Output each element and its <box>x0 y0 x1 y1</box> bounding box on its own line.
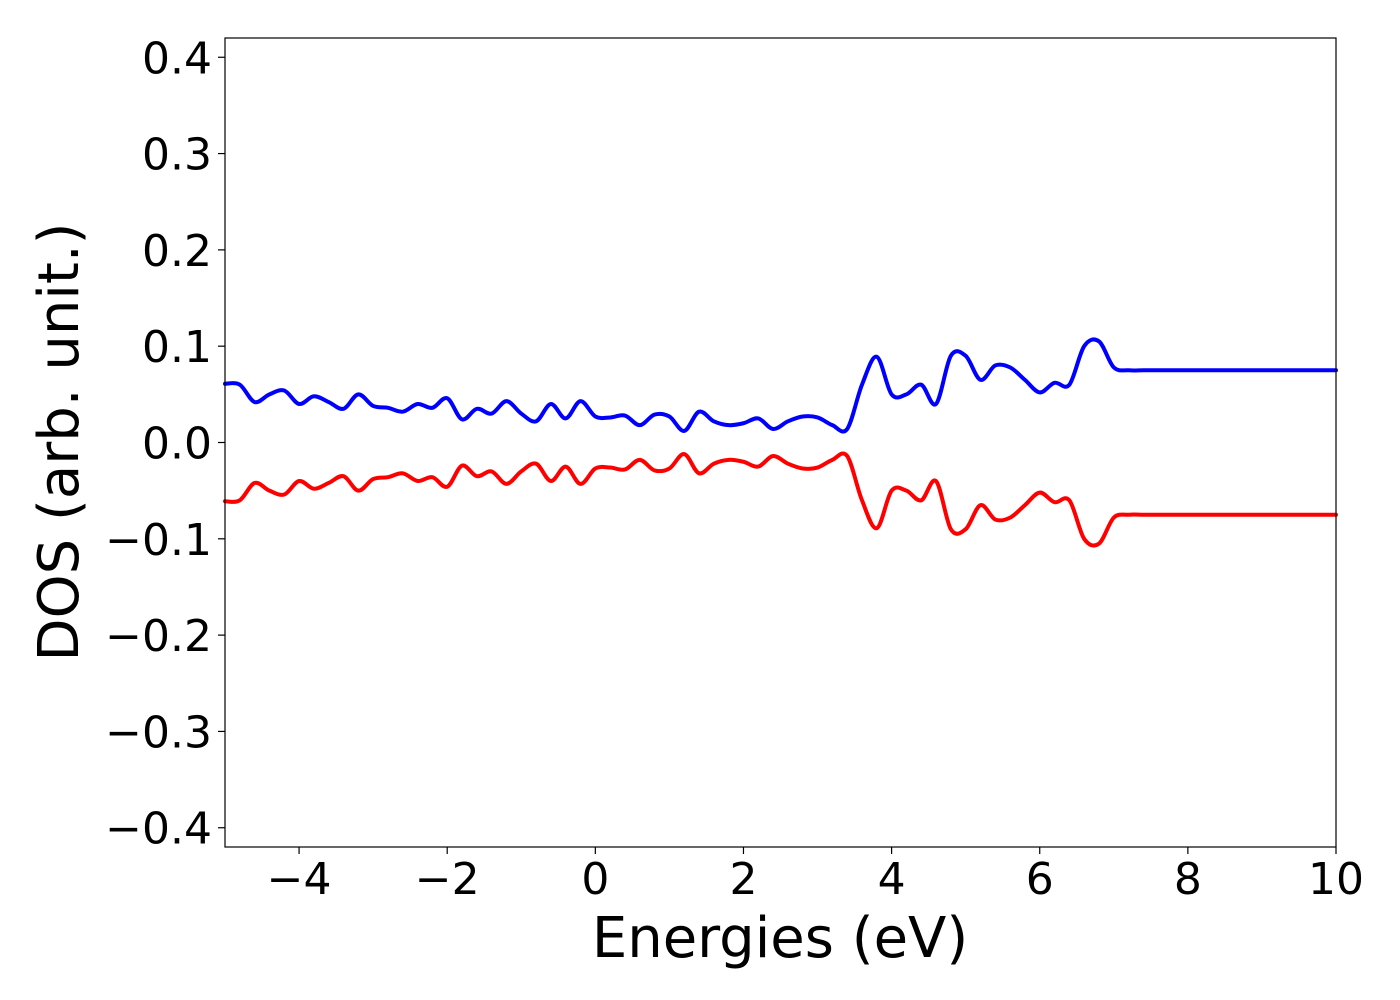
y-tick-label: −0.1 <box>105 515 212 566</box>
series-line-1 <box>223 451 1338 548</box>
y-tick-label: −0.4 <box>105 804 212 855</box>
x-tick-label: 0 <box>581 854 609 905</box>
y-tick-label: 0.4 <box>142 33 212 84</box>
y-tick-label: 0.2 <box>142 226 212 277</box>
x-tick-label: −4 <box>267 854 332 905</box>
ticks-layer: −4 −2 0 2 4 6 8 10 0.4 0.3 0.2 0.1 0.0 −0.1 −0.2 −0.3 −0… <box>105 33 1364 905</box>
y-tick-label: 0.3 <box>142 130 212 181</box>
y-tick-label: 0.1 <box>142 322 212 373</box>
y-tick-label: −0.3 <box>105 707 212 758</box>
y-axis-label: DOS (arb. unit.) <box>27 222 92 661</box>
x-tick-label: 2 <box>729 854 757 905</box>
series-line-0 <box>223 337 1338 434</box>
x-tick-label: 8 <box>1174 854 1202 905</box>
x-tick-label: 6 <box>1026 854 1054 905</box>
x-tick-label: −2 <box>415 854 480 905</box>
x-tick-label: 10 <box>1308 854 1364 905</box>
plot-frame <box>224 37 1337 848</box>
x-tick-label: 4 <box>878 854 906 905</box>
y-tick-label: −0.2 <box>105 611 212 662</box>
y-tick-label: 0.0 <box>142 419 212 470</box>
series-layer <box>223 337 1338 548</box>
x-axis-label: Energies (eV) <box>592 906 968 971</box>
